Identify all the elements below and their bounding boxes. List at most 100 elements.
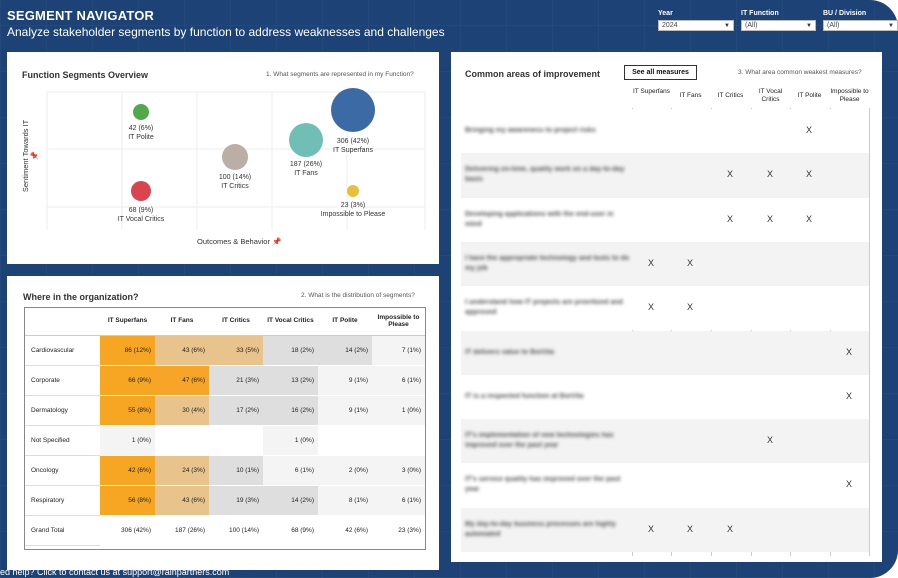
where-cell[interactable]: 17 (2%) [209,395,263,426]
where-cell[interactable] [318,425,372,456]
where-cell[interactable]: 7 (1%) [372,335,425,366]
where-cell[interactable]: 2 (0%) [318,455,372,486]
where-cell[interactable]: 1 (0%) [372,395,425,426]
see-all-measures-button[interactable]: See all measures [624,65,697,80]
weakness-mark: X [647,523,654,534]
where-cell[interactable]: 6 (1%) [372,485,425,516]
bubble-value-label: 42 (6%) [129,125,154,132]
where-cell[interactable]: 86 (12%) [100,335,155,366]
where-cell[interactable]: 56 (8%) [100,485,155,516]
bubble-name-label: IT Fans [294,170,318,177]
where-cell[interactable]: 68 (9%) [263,515,318,546]
year-select-value: 2024 [662,22,678,29]
bubble-it-superfans[interactable] [331,88,375,132]
measure-label: Delivering on-time, quality work on a da… [465,166,625,184]
weakness-mark: X [726,169,733,180]
where-cell[interactable]: 19 (3%) [209,485,263,516]
weakness-mark: X [686,302,693,313]
weakness-mark: X [726,213,733,224]
where-cell[interactable]: 43 (6%) [155,485,209,516]
function-segments-question: 1. What segments are represented in my F… [266,71,414,78]
chevron-down-icon: ▼ [724,22,730,29]
bubble-it-polite[interactable] [133,104,149,120]
where-cell[interactable]: 55 (8%) [100,395,155,426]
where-cell[interactable]: 24 (3%) [155,455,209,486]
where-cell[interactable] [209,425,263,456]
where-cell[interactable]: 3 (0%) [372,455,425,486]
improvement-column-header: IT Critics [717,92,744,99]
table-row: Cardiovascular 86 (12%) 43 (6%) 33 (5%) 18 (… [24,335,425,366]
where-row-label: Respiratory [24,485,100,516]
measure-label: IT is a respected function at BioVita [465,392,584,400]
where-cell[interactable] [372,425,425,456]
bu-division-select[interactable]: (All) ▼ [823,20,898,31]
where-cell[interactable]: 13 (2%) [263,365,318,396]
where-cell[interactable]: 10 (1%) [209,455,263,486]
where-cell[interactable]: 21 (3%) [209,365,263,396]
where-cell[interactable]: 6 (1%) [263,455,318,486]
table-row: IT is a respected function at BioVita X [461,374,869,420]
weakness-mark: X [766,213,773,224]
bubble-value-label: 68 (9%) [129,207,154,214]
function-segments-title: Function Segments Overview [22,70,149,80]
improvement-column-header: IT Vocal Critics [758,88,783,103]
where-cell[interactable]: 66 (9%) [100,365,155,396]
where-cell[interactable]: 23 (3%) [372,515,425,546]
where-cell[interactable]: 43 (6%) [155,335,209,366]
weakness-mark: X [686,523,693,534]
bubble-it-fans[interactable] [289,123,323,157]
pin-icon: 📌 [30,151,39,161]
where-cell[interactable]: 33 (5%) [209,335,263,366]
table-row: Delivering on-time, quality work on a da… [461,153,869,198]
weakness-mark: X [766,169,773,180]
where-cell[interactable]: 14 (2%) [263,485,318,516]
where-cell[interactable]: 9 (1%) [318,395,372,426]
function-segments-panel: Function Segments Overview 1. What segme… [7,52,439,264]
where-cell[interactable]: 18 (2%) [263,335,318,366]
where-column-header: Impossible to Please [372,307,425,336]
where-title: Where in the organization? [23,292,139,302]
where-cell[interactable]: 47 (6%) [155,365,209,396]
table-row: Oncology 42 (6%) 24 (3%) 10 (1%) 6 (1%) 2 (0%… [24,455,425,486]
where-cell[interactable]: 1 (0%) [100,425,155,456]
bubble-name-label: IT Superfans [333,147,373,154]
where-cell[interactable]: 16 (2%) [263,395,318,426]
where-row-label: Grand Total [24,515,100,546]
where-cell[interactable]: 8 (1%) [318,485,372,516]
x-axis-label-text: Outcomes & Behavior [197,237,270,246]
where-cell[interactable]: 14 (2%) [318,335,372,366]
where-cell[interactable]: 9 (1%) [318,365,372,396]
where-cell[interactable] [155,425,209,456]
weakness-mark: X [805,213,812,224]
filter-it-function-label: IT Function [741,10,779,17]
bubble-value-label: 306 (42%) [337,138,369,145]
where-cell[interactable]: 306 (42%) [100,515,155,546]
where-cell[interactable]: 42 (6%) [318,515,372,546]
where-cell[interactable]: 42 (6%) [100,455,155,486]
filter-bu-division-label: BU / Division [823,10,867,17]
where-cell[interactable]: 187 (26%) [155,515,209,546]
chevron-down-icon: ▼ [888,22,894,29]
filter-bu-division: BU / Division (All) ▼ [823,10,898,31]
table-row: Corporate 66 (9%) 47 (6%) 21 (3%) 13 (2%) 9 (… [24,365,425,396]
bubble-it-critics[interactable] [222,144,248,170]
where-cell[interactable]: 30 (4%) [155,395,209,426]
measure-label: Bringing my awareness to project risks [465,127,596,134]
weakness-mark: X [766,435,773,446]
bubble-value-label: 23 (3%) [341,202,366,209]
bubble-it-vocal-critics[interactable] [131,181,151,201]
where-cell[interactable]: 100 (14%) [209,515,263,546]
measure-label: Developing applications with the end-use… [465,210,614,228]
where-cell[interactable]: 6 (1%) [372,365,425,396]
bubble-impossible-to-please[interactable] [347,185,359,197]
where-column-header: IT Polite [318,307,372,336]
table-row: IT delivers value to BioVita X [461,330,869,375]
year-select[interactable]: 2024 ▼ [658,20,734,31]
where-cell[interactable]: 1 (0%) [263,425,318,456]
where-corner [24,307,100,336]
where-header-row: IT Superfans IT Fans IT Critics IT Vocal Cr… [24,307,425,336]
it-function-select[interactable]: (All) ▼ [741,20,816,31]
filter-it-function: IT Function (All) ▼ [741,10,816,31]
footer-help-text[interactable]: ed help? Click to contact us at support@… [0,567,230,577]
bubble-chart: 42 (6%) IT Polite 68 (9%) IT Vocal Critics 1… [46,88,426,230]
